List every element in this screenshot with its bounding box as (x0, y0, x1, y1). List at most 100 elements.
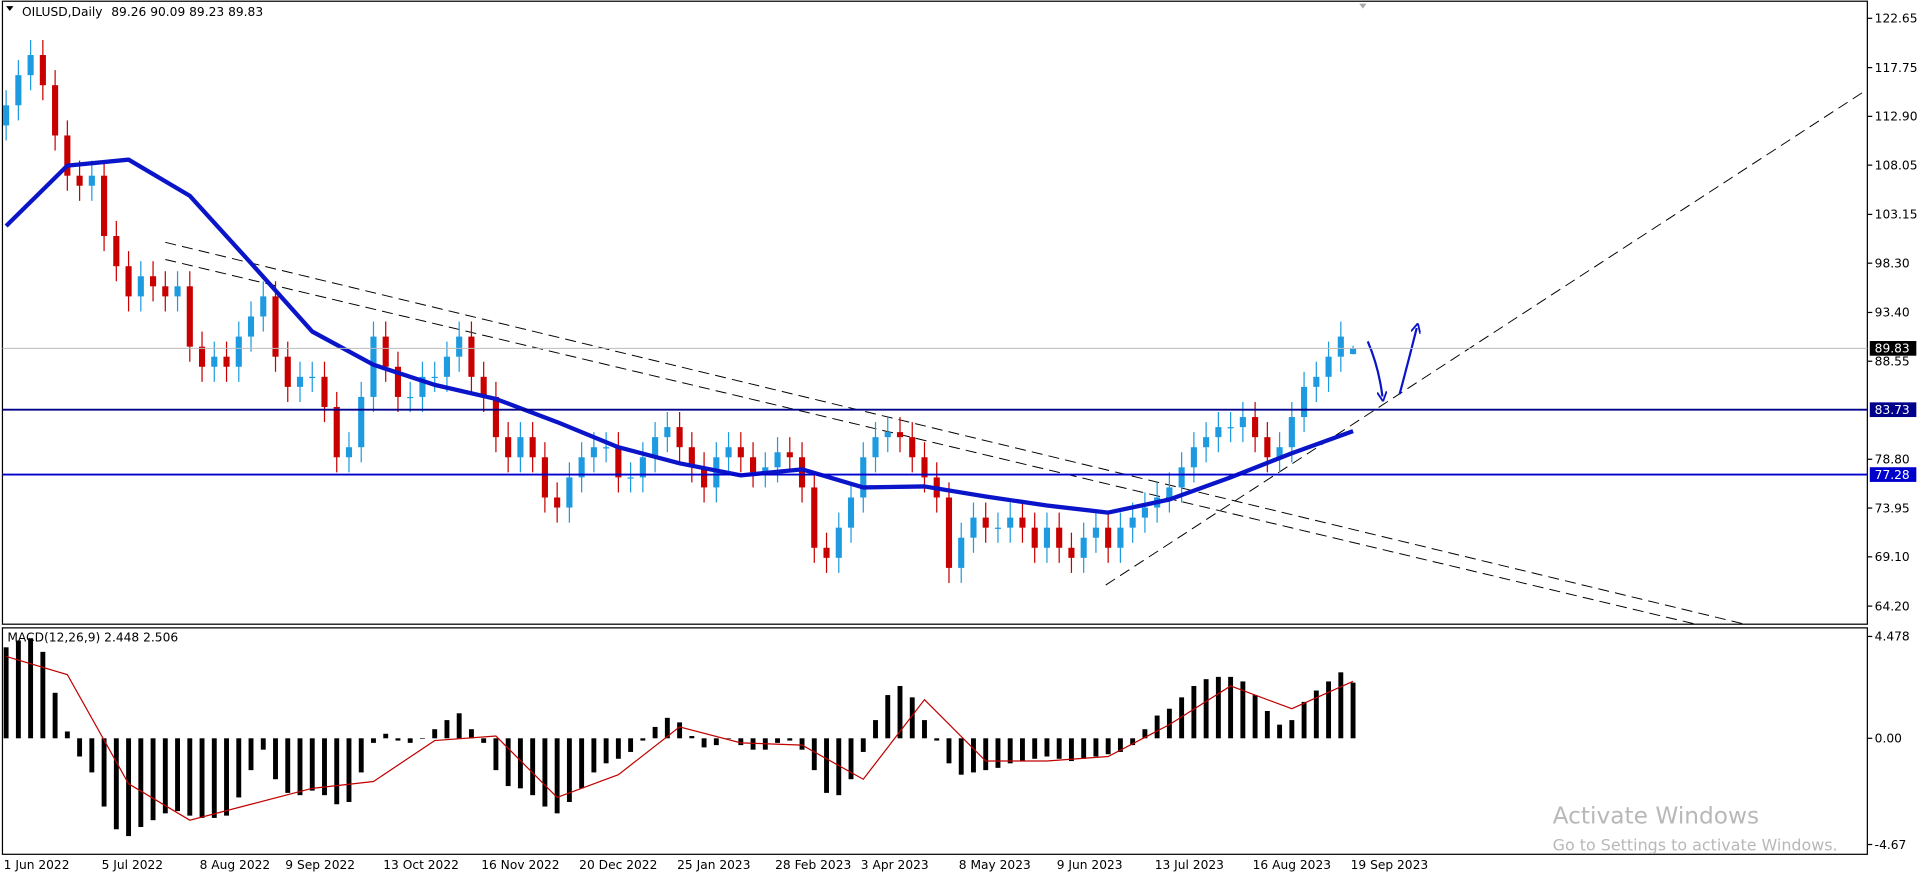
watermark-title: Activate Windows (1553, 803, 1760, 830)
candle-body (1178, 467, 1185, 488)
candle-body (309, 376, 316, 379)
macd-bar (787, 738, 793, 741)
x-tick-label: 13 Oct 2022 (383, 858, 459, 872)
macd-bar (52, 692, 58, 739)
candle-body (1215, 427, 1222, 438)
candle-body (468, 336, 475, 377)
macd-bar (456, 713, 462, 739)
y-tick-label: 108.05 (1875, 158, 1918, 172)
trendlines (165, 91, 1864, 625)
macd-bar (260, 738, 266, 750)
macd-bar (1313, 690, 1319, 739)
candle-body (125, 266, 132, 297)
macd-bar (3, 647, 9, 739)
y-tick-label: 112.90 (1875, 110, 1918, 124)
candle-body (1239, 417, 1246, 428)
candle-body (1141, 507, 1148, 518)
macd-bar (1289, 720, 1295, 739)
level-label: 83.73 (1875, 403, 1910, 417)
macd-bar (750, 738, 756, 750)
candle-body (590, 447, 597, 458)
macd-bar (15, 640, 21, 739)
macd-bar (799, 738, 805, 750)
candle-body (529, 437, 536, 458)
candle-body (345, 447, 353, 458)
macd-bar (1277, 724, 1283, 739)
candle-body (150, 276, 157, 287)
candle-body (211, 356, 218, 367)
level-box (1869, 467, 1917, 482)
macd-bar (1215, 676, 1221, 739)
macd-bar (236, 738, 242, 798)
macd-bar (738, 738, 744, 746)
macd-bar (1154, 715, 1160, 739)
last-price-box (1869, 341, 1917, 356)
candle-body (896, 432, 904, 438)
macd-bar (224, 738, 229, 816)
candle-body (1203, 437, 1210, 448)
level-label: 77.28 (1875, 468, 1910, 482)
macd-bar (40, 651, 46, 739)
macd-bar (1240, 681, 1246, 739)
macd-bar (554, 738, 560, 814)
candle-body (798, 457, 806, 488)
candle-body (1190, 447, 1197, 468)
x-tick-label: 3 Apr 2023 (861, 858, 929, 872)
candle-body (652, 437, 659, 458)
menu-triangle[interactable] (6, 6, 14, 12)
macd-bar (652, 726, 658, 739)
candle-body (554, 497, 561, 508)
candle-body (1031, 527, 1038, 548)
candle-body (174, 286, 181, 297)
macd-bar (383, 733, 389, 739)
macd-bar (1142, 729, 1148, 739)
macd-bar (848, 738, 854, 780)
macd-bar (579, 738, 585, 789)
y-tick-label: 93.40 (1875, 306, 1910, 320)
x-tick-label: 8 Aug 2022 (200, 858, 271, 872)
macd-bar (371, 738, 376, 743)
candle-body (737, 447, 744, 458)
candle-body (541, 457, 548, 498)
candle-body (958, 537, 965, 568)
candle-body (786, 452, 793, 458)
candle-body (627, 477, 634, 479)
candle-body (970, 517, 977, 538)
candle-body (1227, 427, 1234, 429)
macd-bar (1032, 738, 1038, 759)
x-tick-label: 16 Aug 2023 (1253, 858, 1331, 872)
macd-bar (1020, 738, 1025, 762)
candle-body (137, 276, 144, 297)
macd-bar (640, 738, 646, 741)
candle-body (162, 286, 169, 297)
y-tick-label: 73.95 (1875, 501, 1910, 515)
macd-bar (628, 738, 634, 752)
candle-body (113, 236, 120, 267)
macd-bar (689, 736, 695, 739)
low-value: 89.23 (189, 5, 224, 19)
macd-bar (346, 738, 352, 802)
macd-bar (1056, 738, 1062, 759)
arrow (1398, 328, 1417, 395)
close-value: 89.83 (228, 5, 263, 19)
y-tick-label: 122.65 (1875, 12, 1918, 26)
macd-bar (297, 738, 303, 796)
x-tick-label: 19 Sep 2023 (1351, 858, 1429, 872)
macd-bar (1068, 738, 1074, 762)
macd-bar (162, 738, 168, 814)
x-tick-label: 25 Jan 2023 (677, 858, 750, 872)
moving-average (4, 157, 1354, 515)
candle-body (982, 517, 989, 528)
y-tick-label: 69.10 (1875, 550, 1910, 564)
macd-bar (811, 738, 817, 771)
candle-body (664, 427, 671, 438)
candle-body (1313, 376, 1320, 387)
candle-body (701, 467, 708, 488)
candle-body (1007, 517, 1014, 528)
macd-bar (1130, 738, 1136, 746)
candle-body (1337, 336, 1344, 357)
candle-body (272, 296, 279, 357)
macd-bar (1203, 679, 1209, 739)
macd-panel (1, 627, 1868, 855)
